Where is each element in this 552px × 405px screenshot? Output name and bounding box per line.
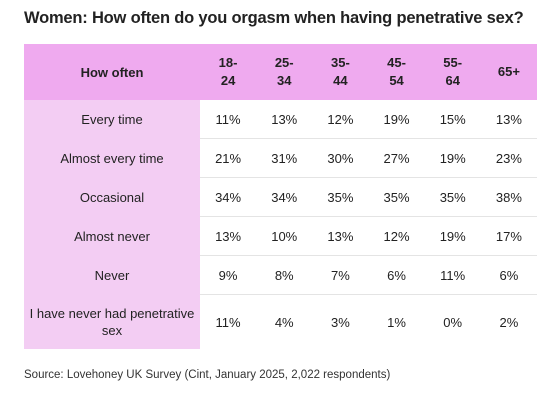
- cell: 10%: [256, 216, 313, 256]
- table-row: Almost every time 21% 31% 30% 27% 19% 23%: [24, 138, 537, 178]
- cell: 11%: [424, 255, 481, 295]
- row-label: I have never had penetrative sex: [24, 294, 200, 349]
- cell: 38%: [480, 177, 537, 217]
- row-label: Occasional: [24, 177, 200, 217]
- cell: 11%: [215, 314, 241, 330]
- cell: 23%: [480, 138, 537, 178]
- cell: 34%: [256, 177, 313, 217]
- column-header-text: 65+: [497, 64, 520, 79]
- column-header-text: 18-24: [218, 55, 238, 88]
- cell: 30%: [312, 138, 369, 178]
- cell: 1%: [387, 314, 406, 330]
- header-row: How often 18-24 25-34 35-44 45-54 55-64 65+: [24, 44, 537, 100]
- table-row: Never 9% 8% 7% 6% 11% 6%: [24, 255, 537, 295]
- cell: 7%: [312, 255, 369, 295]
- table-row: Almost never 13% 10% 13% 12% 19% 17%: [24, 216, 537, 256]
- column-header: 18-24: [200, 44, 257, 100]
- row-label: Almost never: [24, 216, 200, 256]
- column-header-text: 35-44: [330, 55, 350, 88]
- cell: 15%: [424, 100, 481, 139]
- column-header: 65+: [480, 44, 537, 100]
- cell: 35%: [424, 177, 481, 217]
- column-header: 35-44: [312, 44, 369, 100]
- cell: 35%: [312, 177, 369, 217]
- cell: 2%: [499, 314, 519, 330]
- cell: 19%: [424, 216, 481, 256]
- row-label: Every time: [24, 100, 200, 139]
- row-label: Never: [24, 255, 200, 295]
- cell: 27%: [368, 138, 425, 178]
- table-row: I have never had penetrative sex 11% 4% 3% 1…: [24, 294, 537, 349]
- cell: 11%: [200, 100, 257, 139]
- cell: 19%: [424, 138, 481, 178]
- column-header: How often: [24, 44, 200, 100]
- cell: 13%: [256, 100, 313, 139]
- column-header-text: 25-34: [274, 55, 294, 88]
- cell: 12%: [368, 216, 425, 256]
- column-header-text: 55-64: [443, 55, 463, 88]
- column-header: 25-34: [256, 44, 313, 100]
- table-row: Occasional 34% 34% 35% 35% 35% 38%: [24, 177, 537, 217]
- cell: 13%: [312, 216, 369, 256]
- column-header: 55-64: [424, 44, 481, 100]
- row-label: Almost every time: [24, 138, 200, 178]
- cell: 6%: [368, 255, 425, 295]
- cell: 12%: [312, 100, 369, 139]
- cell: 8%: [256, 255, 313, 295]
- cell: 4%: [274, 314, 294, 330]
- title: Women: How often do you orgasm when havi…: [24, 9, 524, 27]
- cell: 31%: [256, 138, 313, 178]
- cell: 3%: [330, 314, 350, 330]
- table-row: Every time 11% 13% 12% 19% 15% 13%: [24, 100, 537, 139]
- cell: 13%: [200, 216, 257, 256]
- cell: 21%: [200, 138, 257, 178]
- table-body: Every time 11% 13% 12% 19% 15% 13% Almost every…: [24, 100, 537, 349]
- cell: 13%: [480, 100, 537, 139]
- cell: 35%: [368, 177, 425, 217]
- cell: 19%: [368, 100, 425, 139]
- cell: 9%: [200, 255, 257, 295]
- cell: 0%: [443, 314, 463, 330]
- cell: 17%: [480, 216, 537, 256]
- cell: 6%: [480, 255, 537, 295]
- table: How often 18-24 25-34 35-44 45-54 55-64 65+ Ev…: [24, 44, 537, 349]
- column-header: 45-54: [368, 44, 425, 100]
- column-header-text: 45-54: [387, 55, 406, 88]
- source: Source: Lovehoney UK Survey (Cint, Janua…: [24, 369, 391, 381]
- cell: 34%: [200, 177, 257, 217]
